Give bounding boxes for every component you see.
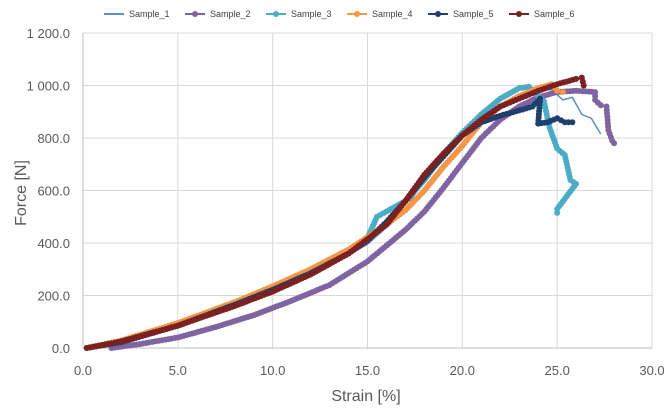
series-line: [86, 88, 602, 349]
x-axis-title: Strain [%]: [331, 388, 400, 405]
data-point: [554, 209, 561, 216]
legend-item: Sample_3: [266, 9, 332, 19]
legend-swatch-marker: [516, 11, 522, 17]
legend-swatch-marker: [192, 11, 198, 17]
legend-item: Sample_4: [347, 9, 413, 19]
x-tick-label: 0.0: [74, 363, 92, 378]
legend-label: Sample_1: [129, 9, 170, 19]
y-tick-label: 400.0: [37, 236, 70, 251]
x-tick-label: 15.0: [355, 363, 380, 378]
legend-swatch-marker: [273, 11, 279, 17]
legend-swatch-marker: [435, 11, 441, 17]
series-line: [86, 85, 578, 350]
x-tick-label: 20.0: [450, 363, 475, 378]
series-sample-6: [83, 74, 587, 351]
data-point: [573, 75, 580, 82]
data-point: [611, 140, 618, 147]
y-tick-label: 1 200.0: [27, 26, 70, 41]
series-line: [111, 89, 615, 350]
data-point: [554, 87, 561, 94]
series-sample-1: [86, 88, 602, 349]
legend: Sample_1 Sample_2 Sample_3 Sample_4 Sample_5…: [104, 9, 575, 19]
axes: 0.0 200.0 400.0 600.0 800.0 1 000.0 1 200.0 0.0…: [27, 26, 665, 378]
legend-label: Sample_6: [534, 9, 575, 19]
x-tick-label: 30.0: [639, 363, 664, 378]
series-sample-3: [83, 83, 580, 351]
x-tick-label: 5.0: [169, 363, 187, 378]
series-line: [86, 97, 573, 350]
data-point: [569, 119, 576, 126]
data-point: [559, 89, 566, 96]
legend-item: Sample_6: [509, 9, 575, 19]
series-layer: [83, 74, 618, 351]
data-point: [580, 82, 587, 89]
y-axis-title: Force [N]: [13, 160, 30, 226]
y-tick-label: 200.0: [37, 289, 70, 304]
x-tick-label: 10.0: [260, 363, 285, 378]
y-tick-label: 600.0: [37, 184, 70, 199]
y-tick-label: 800.0: [37, 131, 70, 146]
x-tick-label: 25.0: [545, 363, 570, 378]
series-line: [86, 76, 585, 350]
legend-label: Sample_4: [372, 9, 413, 19]
series-line: [86, 83, 564, 350]
data-point: [597, 102, 604, 109]
series-sample-5: [83, 95, 576, 351]
legend-label: Sample_3: [291, 9, 332, 19]
legend-item: Sample_2: [185, 9, 251, 19]
legend-label: Sample_2: [210, 9, 251, 19]
legend-item: Sample_1: [104, 9, 170, 19]
legend-swatch-marker: [354, 11, 360, 17]
y-tick-label: 1 000.0: [27, 79, 70, 94]
y-tick-label: 0.0: [52, 341, 70, 356]
series-sample-2: [108, 87, 618, 351]
legend-label: Sample_5: [453, 9, 494, 19]
legend-item: Sample_5: [428, 9, 494, 19]
series-sample-4: [83, 81, 566, 351]
